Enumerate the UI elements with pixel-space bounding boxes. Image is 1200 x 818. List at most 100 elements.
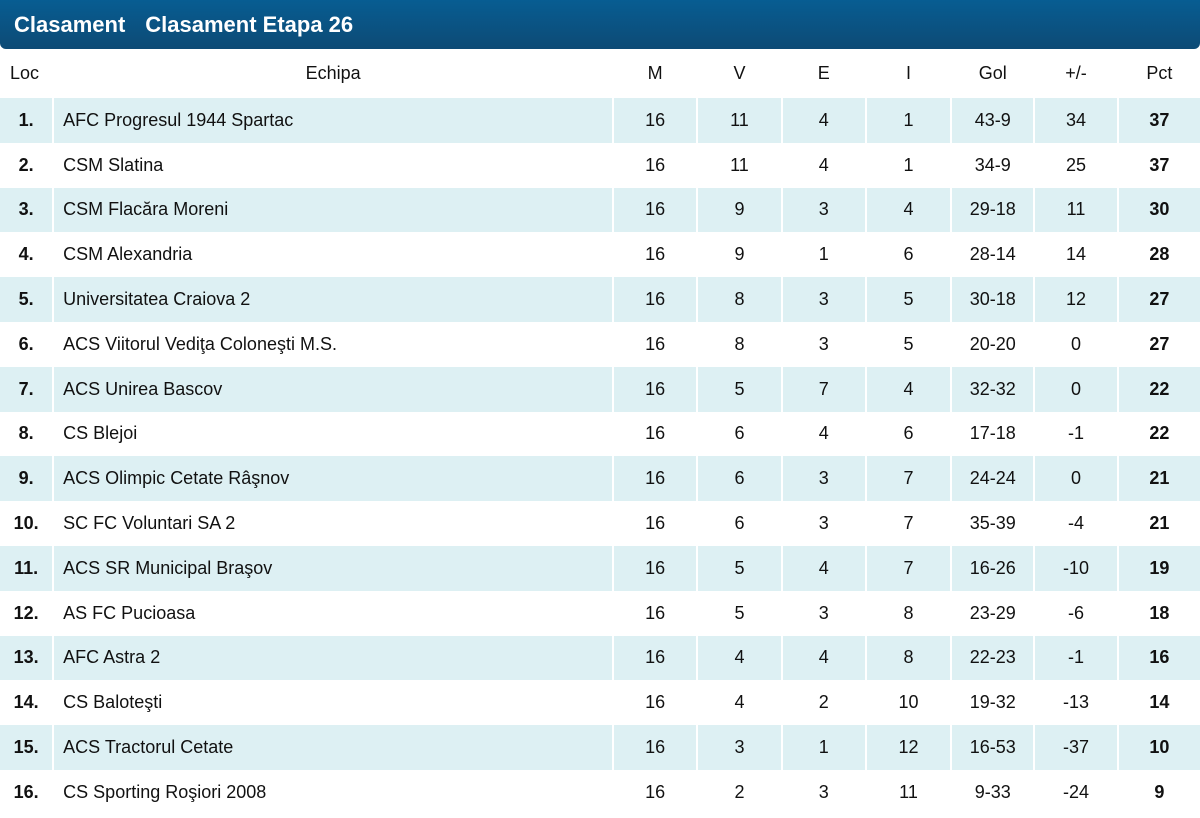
cell-team[interactable]: CS Baloteşti — [63, 692, 163, 713]
cell-goal-diff: -1 — [1068, 423, 1085, 444]
cell-played: 16 — [614, 635, 697, 681]
column-header-draws[interactable]: E — [817, 63, 830, 83]
cell-team[interactable]: AFC Progresul 1944 Spartac — [54, 98, 613, 143]
cell-draws: 4 — [818, 423, 829, 444]
column-header-points[interactable]: Pct — [1146, 63, 1173, 83]
cell-played: 16 — [614, 725, 697, 770]
cell-losses: 6 — [903, 423, 914, 444]
cell-played: 16 — [614, 545, 697, 591]
table-row: 11. ACS SR Municipal Braşov 16 5 4 7 16-26 -10 1… — [0, 545, 1200, 591]
cell-wins: 4 — [698, 635, 781, 681]
column-header-wins[interactable]: V — [733, 63, 746, 83]
cell-goal-diff: 0 — [1035, 366, 1117, 412]
cell-losses: 4 — [866, 187, 951, 233]
cell-team[interactable]: AS FC Pucioasa — [63, 602, 196, 623]
cell-goal-diff: -6 — [1068, 602, 1085, 623]
cell-goals: 20-20 — [969, 333, 1016, 354]
cell-wins: 9 — [698, 187, 781, 233]
table-row: 13. AFC Astra 2 16 4 4 8 22-23 -1 16 — [0, 635, 1200, 681]
cell-goals: 9-33 — [974, 781, 1011, 802]
cell-goal-diff: 25 — [1066, 154, 1087, 175]
column-header-goal-diff[interactable]: +/- — [1065, 63, 1087, 83]
column-header-losses[interactable]: I — [905, 63, 911, 83]
table-row: 6. ACS Viitorul Vediţa Coloneşti M.S. 16 8 3… — [0, 322, 1200, 367]
column-header-goals[interactable]: Gol — [978, 63, 1007, 83]
cell-played: 16 — [645, 692, 666, 713]
cell-team[interactable]: ACS Tractorul Cetate — [54, 725, 613, 770]
cell-wins: 5 — [698, 366, 781, 412]
cell-draws: 3 — [782, 277, 865, 322]
cell-losses: 11 — [899, 781, 918, 802]
cell-loc: 14. — [13, 692, 39, 713]
column-header-loc[interactable]: Loc — [10, 63, 40, 83]
cell-goals: 16-53 — [952, 725, 1034, 770]
column-header-team[interactable]: Echipa — [305, 63, 361, 83]
cell-goal-diff: -10 — [1035, 545, 1117, 591]
cell-wins: 8 — [698, 277, 781, 322]
cell-points: 16 — [1118, 635, 1200, 681]
cell-losses: 4 — [866, 366, 951, 412]
table-row: 12. AS FC Pucioasa 16 5 3 8 23-29 -6 18 — [0, 591, 1200, 636]
table-row: 9. ACS Olimpic Cetate Râşnov 16 6 3 7 24-24 0 21 — [0, 456, 1200, 502]
cell-wins: 5 — [698, 545, 781, 591]
table-row: 2. CSM Slatina 16 11 4 1 34-9 25 37 — [0, 143, 1200, 188]
cell-goal-diff: -13 — [1063, 692, 1090, 713]
cell-goal-diff: -37 — [1035, 725, 1117, 770]
cell-loc: 9. — [0, 456, 53, 502]
cell-loc: 3. — [0, 187, 53, 233]
tab-clasament[interactable]: Clasament — [14, 11, 126, 37]
table-row: 16. CS Sporting Roşiori 2008 16 2 3 11 9-33 -24… — [0, 770, 1200, 815]
cell-goals: 32-32 — [952, 366, 1034, 412]
cell-losses: 6 — [903, 244, 914, 265]
cell-points: 9 — [1154, 781, 1165, 802]
cell-played: 16 — [645, 423, 666, 444]
cell-team[interactable]: SC FC Voluntari SA 2 — [63, 513, 236, 534]
cell-points: 27 — [1149, 333, 1170, 354]
table-row: 3. CSM Flacăra Moreni 16 9 3 4 29-18 11 30 — [0, 187, 1200, 233]
cell-draws: 4 — [818, 154, 829, 175]
cell-team[interactable]: Universitatea Craiova 2 — [54, 277, 613, 322]
table-row: 1. AFC Progresul 1944 Spartac 16 11 4 1 43-9 34… — [0, 98, 1200, 143]
cell-played: 16 — [645, 781, 666, 802]
cell-loc: 5. — [0, 277, 53, 322]
cell-team[interactable]: CS Sporting Roşiori 2008 — [63, 781, 267, 802]
cell-points: 18 — [1149, 602, 1170, 623]
column-header-played[interactable]: M — [647, 63, 663, 83]
cell-losses: 10 — [898, 692, 919, 713]
cell-wins: 4 — [734, 692, 745, 713]
cell-loc: 11. — [0, 545, 53, 591]
cell-team[interactable]: CSM Flacăra Moreni — [54, 187, 613, 233]
cell-points: 21 — [1118, 456, 1200, 502]
cell-team[interactable]: CS Blejoi — [63, 423, 138, 444]
cell-goals: 16-26 — [952, 545, 1034, 591]
cell-team[interactable]: AFC Astra 2 — [54, 635, 613, 681]
cell-goal-diff: -24 — [1063, 781, 1090, 802]
table-row: 10. SC FC Voluntari SA 2 16 6 3 7 35-39 -4 21 — [0, 501, 1200, 546]
cell-goals: 17-18 — [969, 423, 1016, 444]
cell-points: 37 — [1118, 98, 1200, 143]
cell-loc: 10. — [13, 513, 39, 534]
cell-points: 14 — [1149, 692, 1170, 713]
cell-played: 16 — [645, 244, 666, 265]
cell-team[interactable]: ACS SR Municipal Braşov — [54, 545, 613, 591]
cell-team[interactable]: ACS Viitorul Vediţa Coloneşti M.S. — [63, 333, 337, 354]
cell-team[interactable]: ACS Unirea Bascov — [54, 366, 613, 412]
cell-goal-diff: 12 — [1035, 277, 1117, 322]
standings-table: Loc Echipa M V E I Gol +/- Pct 1. AFC Progresul 1… — [0, 49, 1200, 815]
cell-loc: 6. — [18, 333, 34, 354]
cell-points: 37 — [1149, 154, 1170, 175]
cell-team[interactable]: ACS Olimpic Cetate Râşnov — [54, 456, 613, 502]
cell-goals: 29-18 — [952, 187, 1034, 233]
cell-wins: 6 — [734, 513, 745, 534]
cell-goals: 28-14 — [969, 244, 1016, 265]
cell-losses: 8 — [903, 602, 914, 623]
tab-clasament-etapa[interactable]: Clasament Etapa 26 — [145, 11, 354, 37]
cell-wins: 8 — [734, 333, 745, 354]
cell-wins: 11 — [698, 98, 781, 143]
cell-goal-diff: 0 — [1035, 456, 1117, 502]
cell-team[interactable]: CSM Slatina — [63, 154, 164, 175]
cell-team[interactable]: CSM Alexandria — [63, 244, 193, 265]
cell-played: 16 — [645, 513, 666, 534]
cell-losses: 5 — [866, 277, 951, 322]
cell-goal-diff: 34 — [1035, 98, 1117, 143]
